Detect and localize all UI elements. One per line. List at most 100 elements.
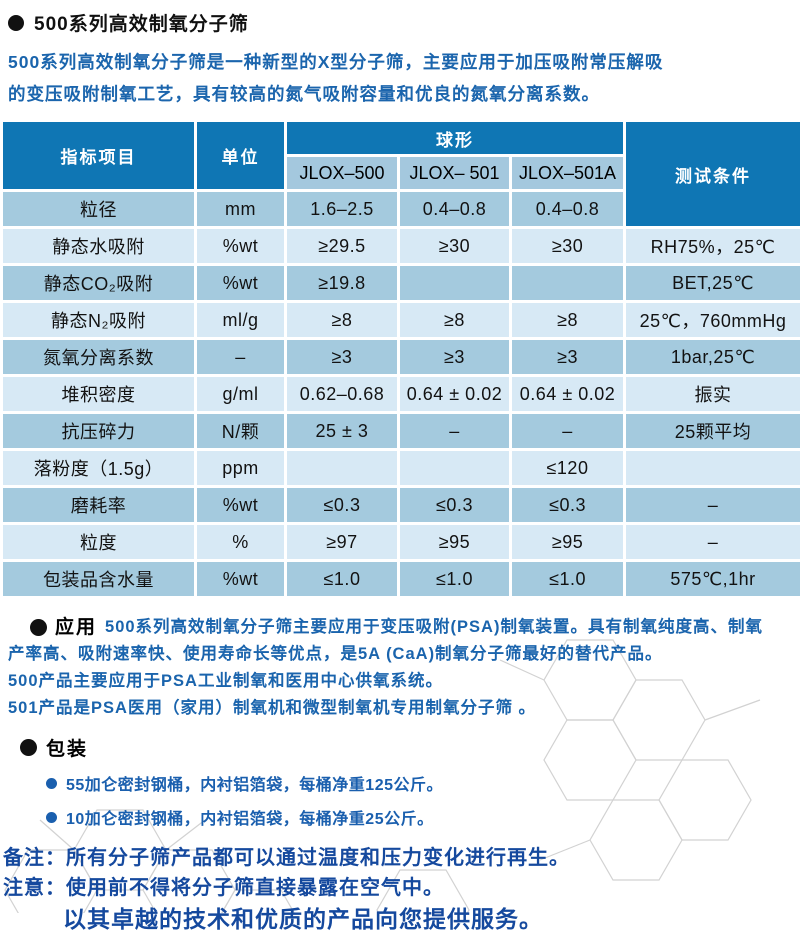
- cell-value: ≥30: [399, 228, 511, 265]
- cell-item: 落粉度（1.5g）: [2, 450, 196, 487]
- col-header-unit: 单位: [196, 121, 286, 191]
- caution-label: 注意：: [3, 877, 66, 899]
- cell-value: ≥95: [511, 524, 625, 561]
- cell-item: 静态水吸附: [2, 228, 196, 265]
- table-header-row: 指标项目 单位 球形 测试条件: [2, 121, 800, 156]
- cell-value: [511, 265, 625, 302]
- cell-value: ≤1.0: [511, 561, 625, 598]
- cell-item: 堆积密度: [2, 376, 196, 413]
- packaging-label: 包装: [46, 734, 88, 761]
- cell-unit: –: [196, 339, 286, 376]
- section-bullet-icon: [30, 619, 47, 636]
- section-bullet-icon: [8, 15, 24, 31]
- slogan-line: 以其卓越的技术和优质的产品向您提供服务。: [3, 903, 800, 936]
- cell-unit: mm: [196, 191, 286, 228]
- cell-test: 25℃，760mmHg: [625, 302, 800, 339]
- cell-value: ≥8: [399, 302, 511, 339]
- model-header: JLOX–500: [286, 156, 399, 191]
- cell-value: ≥19.8: [286, 265, 399, 302]
- packaging-item: 10加仑密封钢桶，内衬铝箔袋，每桶净重25公斤。: [46, 805, 800, 829]
- application-label: 应用: [55, 614, 97, 641]
- cell-test: –: [625, 487, 800, 524]
- item-bullet-icon: [46, 812, 57, 823]
- page-title: 500系列高效制氧分子筛: [34, 9, 249, 36]
- cell-unit: ml/g: [196, 302, 286, 339]
- cell-item: 粒度: [2, 524, 196, 561]
- application-text-4: 501产品是PSA医用（家用）制氧机和微型制氧机专用制氧分子筛 。: [8, 695, 792, 722]
- table-row: 静态水吸附 %wt ≥29.5 ≥30 ≥30 RH75%，25℃: [2, 228, 800, 265]
- cell-value: [399, 450, 511, 487]
- application-text-3: 500产品主要应用于PSA工业制氧和医用中心供氧系统。: [8, 668, 792, 695]
- cell-test: 25颗平均: [625, 413, 800, 450]
- cell-value: [399, 265, 511, 302]
- cell-value: –: [511, 413, 625, 450]
- spec-table: 指标项目 单位 球形 测试条件 JLOX–500 JLOX– 501 JLOX–…: [0, 119, 800, 599]
- intro-paragraph: 500系列高效制氧分子筛是一种新型的X型分子筛，主要应用于加压吸附常压解吸的变压…: [8, 46, 792, 110]
- intro-line-1: 500系列高效制氧分子筛是一种新型的X型分子筛，主要应用于加压吸附常压解吸: [8, 52, 663, 72]
- cell-unit: N/颗: [196, 413, 286, 450]
- cell-value: ≤120: [511, 450, 625, 487]
- model-header: JLOX– 501: [399, 156, 511, 191]
- cell-value: 0.4–0.8: [511, 191, 625, 228]
- cell-unit: %wt: [196, 228, 286, 265]
- table-row: 静态N₂吸附 ml/g ≥8 ≥8 ≥8 25℃，760mmHg: [2, 302, 800, 339]
- table-row: 粒度 % ≥97 ≥95 ≥95 –: [2, 524, 800, 561]
- cell-value: 25 ± 3: [286, 413, 399, 450]
- table-row: 包装品含水量 %wt ≤1.0 ≤1.0 ≤1.0 575℃,1hr: [2, 561, 800, 598]
- cell-item: 静态CO₂吸附: [2, 265, 196, 302]
- caution-text: 使用前不得将分子筛直接暴露在空气中。: [66, 877, 444, 899]
- cell-item: 静态N₂吸附: [2, 302, 196, 339]
- cell-value: ≥3: [399, 339, 511, 376]
- cell-unit: %: [196, 524, 286, 561]
- table-row: 氮氧分离系数 – ≥3 ≥3 ≥3 1bar,25℃: [2, 339, 800, 376]
- section-bullet-icon: [20, 739, 37, 756]
- cell-value: ≤1.0: [286, 561, 399, 598]
- cell-value: 0.64 ± 0.02: [511, 376, 625, 413]
- cell-test: RH75%，25℃: [625, 228, 800, 265]
- cell-unit: g/ml: [196, 376, 286, 413]
- cell-value: 0.64 ± 0.02: [399, 376, 511, 413]
- cell-value: ≥3: [511, 339, 625, 376]
- item-bullet-icon: [46, 778, 57, 789]
- cell-value: ≤0.3: [399, 487, 511, 524]
- cell-value: 0.62–0.68: [286, 376, 399, 413]
- cell-test: 575℃,1hr: [625, 561, 800, 598]
- caution-line: 注意：使用前不得将分子筛直接暴露在空气中。: [3, 873, 800, 903]
- cell-value: ≤0.3: [511, 487, 625, 524]
- remark-line: 备注：所有分子筛产品都可以通过温度和压力变化进行再生。: [3, 843, 800, 873]
- cell-test: [625, 450, 800, 487]
- packaging-item: 55加仑密封钢桶，内衬铝箔袋，每桶净重125公斤。: [46, 771, 800, 795]
- model-header: JLOX–501A: [511, 156, 625, 191]
- packaging-heading: 包装: [20, 734, 800, 761]
- cell-test: BET,25℃: [625, 265, 800, 302]
- cell-test: –: [625, 524, 800, 561]
- cell-item: 磨耗率: [2, 487, 196, 524]
- cell-value: ≥8: [511, 302, 625, 339]
- col-header-test: 测试条件: [625, 121, 800, 228]
- cell-unit: %wt: [196, 561, 286, 598]
- cell-value: [286, 450, 399, 487]
- cell-value: –: [399, 413, 511, 450]
- cell-value: ≥3: [286, 339, 399, 376]
- cell-item: 包装品含水量: [2, 561, 196, 598]
- cell-item: 氮氧分离系数: [2, 339, 196, 376]
- table-row: 落粉度（1.5g） ppm ≤120: [2, 450, 800, 487]
- cell-value: ≥95: [399, 524, 511, 561]
- cell-value: ≤1.0: [399, 561, 511, 598]
- remark-text: 所有分子筛产品都可以通过温度和压力变化进行再生。: [66, 847, 570, 869]
- cell-item: 粒径: [2, 191, 196, 228]
- cell-value: 0.4–0.8: [399, 191, 511, 228]
- cell-value: ≥29.5: [286, 228, 399, 265]
- table-row: 静态CO₂吸附 %wt ≥19.8 BET,25℃: [2, 265, 800, 302]
- application-text-2: 产率高、吸附速率快、使用寿命长等优点，是5A (CaA)制氧分子筛最好的替代产品…: [8, 641, 792, 668]
- packaging-item-text: 10加仑密封钢桶，内衬铝箔袋，每桶净重25公斤。: [66, 805, 434, 829]
- datasheet-page: 500系列高效制氧分子筛 500系列高效制氧分子筛是一种新型的X型分子筛，主要应…: [0, 0, 800, 913]
- cell-unit: %wt: [196, 265, 286, 302]
- table-row: 抗压碎力 N/颗 25 ± 3 – – 25颗平均: [2, 413, 800, 450]
- notes-section: 备注：所有分子筛产品都可以通过温度和压力变化进行再生。 注意：使用前不得将分子筛…: [0, 843, 800, 936]
- cell-value: 1.6–2.5: [286, 191, 399, 228]
- cell-value: ≥30: [511, 228, 625, 265]
- packaging-section: 包装 55加仑密封钢桶，内衬铝箔袋，每桶净重125公斤。 10加仑密封钢桶，内衬…: [0, 734, 800, 829]
